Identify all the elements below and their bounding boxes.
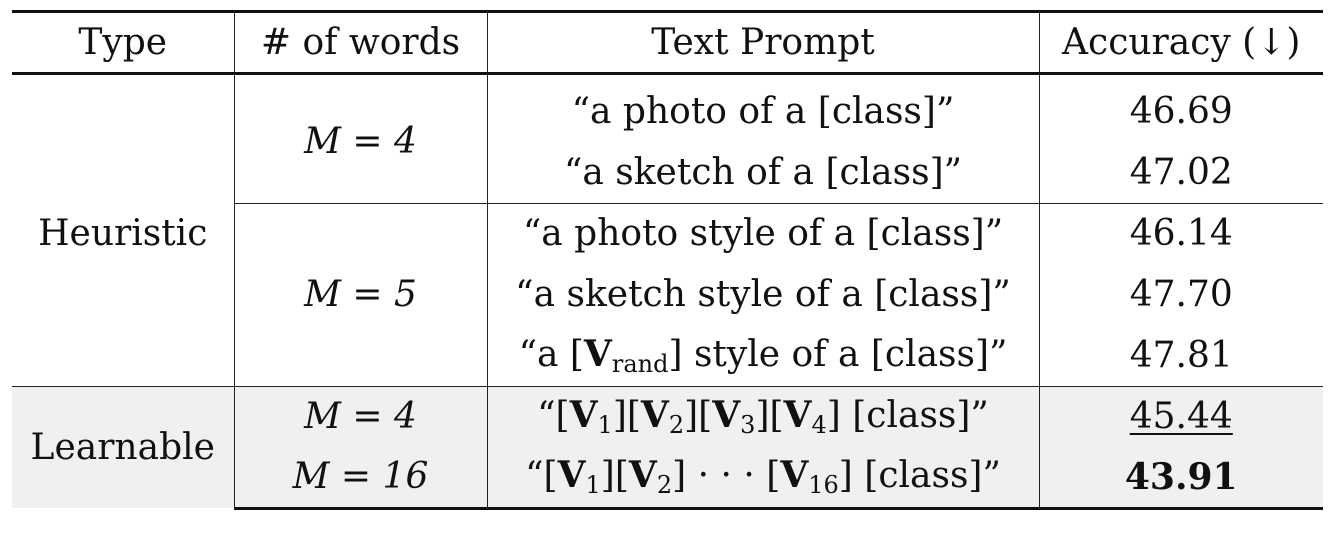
group-label-learnable: Learnable xyxy=(12,385,234,508)
vector-token: V xyxy=(640,394,669,437)
prompt-text: “a [ xyxy=(518,333,584,375)
accuracy-second-best: 45.44 xyxy=(1129,396,1233,438)
table-row: Heuristic M = 4 “a photo of a [class]” 4… xyxy=(12,81,1323,254)
table-row: Learnable M = 4 “[V1][V2][V3][V4] [class… xyxy=(12,385,1323,508)
vector-token: V xyxy=(783,394,812,437)
accuracy-cell: 47.02 xyxy=(1038,142,1323,203)
vector-token: V xyxy=(569,394,598,437)
prompt-cell: “a [Vrand] style of a [class]” xyxy=(486,325,1039,386)
vector-subscript: 2 xyxy=(668,411,685,440)
prompt-cell: “a sketch of a [class]” xyxy=(486,142,1039,203)
header-accuracy: Accuracy (↓) xyxy=(1038,10,1323,75)
vector-subscript: rand xyxy=(611,349,669,378)
table-row: “a sketch style of a [class]” 47.70 xyxy=(12,264,1323,325)
m-value: M = 4 xyxy=(233,385,487,447)
accuracy-cell: 46.14 xyxy=(1038,202,1323,264)
vector-subscript: 16 xyxy=(808,471,839,500)
group-label-heuristic: Heuristic xyxy=(38,212,208,254)
vector-subscript: 1 xyxy=(585,471,601,500)
table-row: “a sketch of a [class]” 47.02 xyxy=(12,142,1323,203)
vector-token: V xyxy=(628,454,657,497)
table-row: M = 5 “a photo style of a [class]” 46.14 xyxy=(12,202,1323,386)
accuracy-cell: 47.81 xyxy=(1038,325,1323,386)
prompt-cell: “[V1][V2] · · · [V16] [class]” xyxy=(486,447,1039,510)
accuracy-cell: 43.91 xyxy=(1038,447,1323,510)
prompt-cell: “a photo of a [class]” xyxy=(486,81,1039,142)
m-value: M = 16 xyxy=(233,447,487,510)
header-row: Type # of words Text Prompt Accuracy (↓) xyxy=(12,10,1323,75)
prompt-cell: “a sketch style of a [class]” xyxy=(486,264,1039,325)
vector-subscript: 1 xyxy=(597,411,613,440)
vector-subscript: 3 xyxy=(740,411,756,440)
vector-token: V xyxy=(583,332,612,375)
vector-token: V xyxy=(780,454,809,497)
header-text-prompt: Text Prompt xyxy=(486,10,1039,75)
vector-token: V xyxy=(712,394,741,437)
table-row: M = 16 “[V1][V2] · · · [V16] [class]” 43… xyxy=(12,447,1323,510)
header-type: Type xyxy=(12,10,234,75)
m-value: M = 4 xyxy=(233,81,487,203)
vector-token: V xyxy=(557,454,586,497)
results-table: Type # of words Text Prompt Accuracy (↓)… xyxy=(12,10,1323,510)
accuracy-best: 43.91 xyxy=(1124,455,1238,498)
m-value: M = 5 xyxy=(233,202,487,386)
accuracy-cell: 47.70 xyxy=(1038,264,1323,325)
accuracy-cell: 46.69 xyxy=(1038,81,1323,142)
header-num-words: # of words xyxy=(233,10,487,75)
vector-subscript: 4 xyxy=(811,411,827,440)
vector-subscript: 2 xyxy=(656,471,673,500)
prompt-text: “[V1][V2] · · · [V16] [class]” xyxy=(525,454,1001,500)
prompt-cell: “[V1][V2][V3][V4] [class]” xyxy=(486,385,1039,447)
prompt-cell: “a photo style of a [class]” xyxy=(486,202,1039,264)
accuracy-cell: 45.44 xyxy=(1038,385,1323,447)
table-row: “a [Vrand] style of a [class]” 47.81 xyxy=(12,325,1323,386)
prompt-text: ] style of a [class]” xyxy=(668,333,1008,375)
prompt-text: “[V1][V2][V3][V4] [class]” xyxy=(537,394,989,440)
